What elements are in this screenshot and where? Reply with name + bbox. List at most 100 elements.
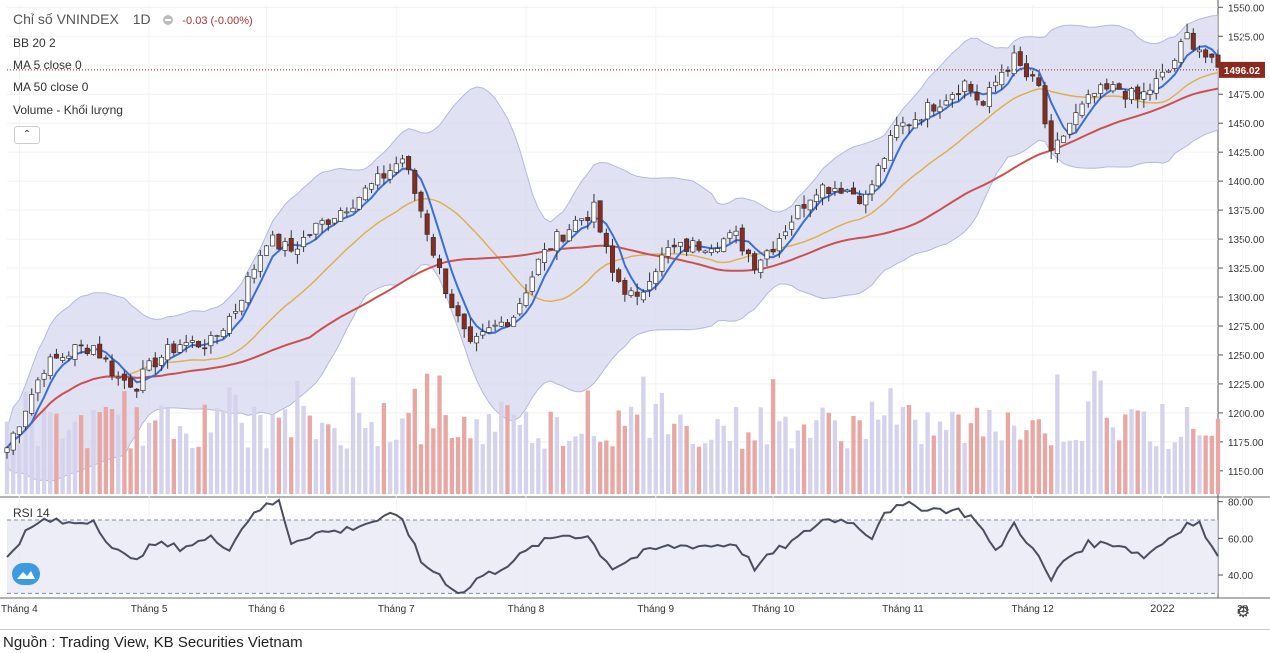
candle[interactable] [665,247,671,257]
candle[interactable] [263,245,270,256]
candle[interactable] [152,357,158,368]
candle[interactable] [171,343,177,354]
legend-ma5[interactable]: MA 5 close 0 [13,58,82,72]
legend-bb[interactable]: BB 20 2 [13,36,56,50]
candle[interactable] [622,280,628,295]
candle[interactable] [733,230,739,237]
candle[interactable] [350,207,356,213]
candle[interactable] [455,305,461,317]
candle[interactable] [857,195,863,204]
candle[interactable] [869,184,875,195]
candle[interactable] [53,353,59,359]
candle[interactable] [764,250,770,260]
candle[interactable] [640,291,646,301]
candle[interactable] [47,356,53,376]
candle[interactable] [29,394,35,414]
rsi-label[interactable]: RSI 14 [13,506,50,520]
candle[interactable] [35,379,41,394]
candle[interactable] [653,271,659,284]
candle[interactable] [504,322,510,327]
candle[interactable] [1054,139,1060,154]
candle[interactable] [844,189,850,193]
candle[interactable] [78,344,84,347]
candle[interactable] [554,231,560,252]
candle[interactable] [1098,84,1104,94]
candle[interactable] [739,227,745,252]
candle[interactable] [103,357,109,360]
candle[interactable] [677,241,683,247]
candle[interactable] [257,255,263,272]
candle[interactable] [566,229,572,242]
candle[interactable] [906,124,912,127]
candle[interactable] [1147,89,1153,95]
candle[interactable] [1172,60,1178,69]
candle[interactable] [486,327,492,333]
candle[interactable] [789,221,795,230]
candle[interactable] [362,187,368,201]
candle[interactable] [313,222,319,235]
candle[interactable] [418,191,424,212]
candle[interactable] [801,204,807,209]
candle[interactable] [214,335,220,337]
candle[interactable] [863,194,869,206]
candle[interactable] [288,237,294,252]
candle[interactable] [931,104,937,112]
candle[interactable] [585,217,591,221]
candle[interactable] [628,290,634,296]
candle[interactable] [838,187,844,194]
candle[interactable] [616,269,622,282]
candle[interactable] [84,347,90,355]
candle[interactable] [875,165,881,187]
candle[interactable] [708,248,714,253]
candle[interactable] [208,335,214,347]
candle[interactable] [1011,52,1017,74]
candle[interactable] [912,119,918,129]
candle[interactable] [1178,41,1184,63]
candle[interactable] [1135,86,1141,100]
candle[interactable] [449,293,455,309]
candle[interactable] [1122,91,1128,100]
candle[interactable] [523,292,529,306]
candle[interactable] [1110,84,1116,92]
candle[interactable] [393,163,399,173]
candle[interactable] [121,373,127,381]
candle[interactable] [1073,112,1079,126]
candle[interactable] [424,213,430,235]
candle[interactable] [66,355,72,359]
candle[interactable] [560,234,566,242]
candle[interactable] [795,205,801,220]
candle[interactable] [881,158,887,169]
candle[interactable] [1085,94,1091,104]
candle[interactable] [993,81,999,87]
candle[interactable] [307,234,313,236]
candle[interactable] [1079,103,1085,116]
candle[interactable] [721,238,727,252]
candle[interactable] [776,238,782,252]
candle[interactable] [1196,49,1202,53]
candle[interactable] [535,258,541,275]
candle[interactable] [962,80,968,92]
legend-volume[interactable]: Volume - Khối lượng [13,103,123,117]
minus-icon[interactable] [162,15,173,26]
candle[interactable] [1159,71,1165,78]
candle[interactable] [109,360,115,376]
candle[interactable] [949,94,955,100]
candle[interactable] [980,101,986,106]
candle[interactable] [443,268,449,295]
candle[interactable] [572,219,578,232]
candle[interactable] [1141,91,1147,100]
candle[interactable] [609,245,616,273]
candle[interactable] [548,248,554,250]
candle[interactable] [968,83,974,92]
candle[interactable] [1190,32,1196,50]
candle[interactable] [832,188,838,192]
candle[interactable] [1017,51,1023,66]
candle[interactable] [23,410,29,428]
candle[interactable] [1030,74,1036,77]
candle[interactable] [591,201,597,223]
candle[interactable] [758,259,764,273]
candle[interactable] [1153,78,1159,94]
candle[interactable] [251,268,257,279]
candle[interactable] [301,237,307,248]
candle[interactable] [146,360,152,371]
